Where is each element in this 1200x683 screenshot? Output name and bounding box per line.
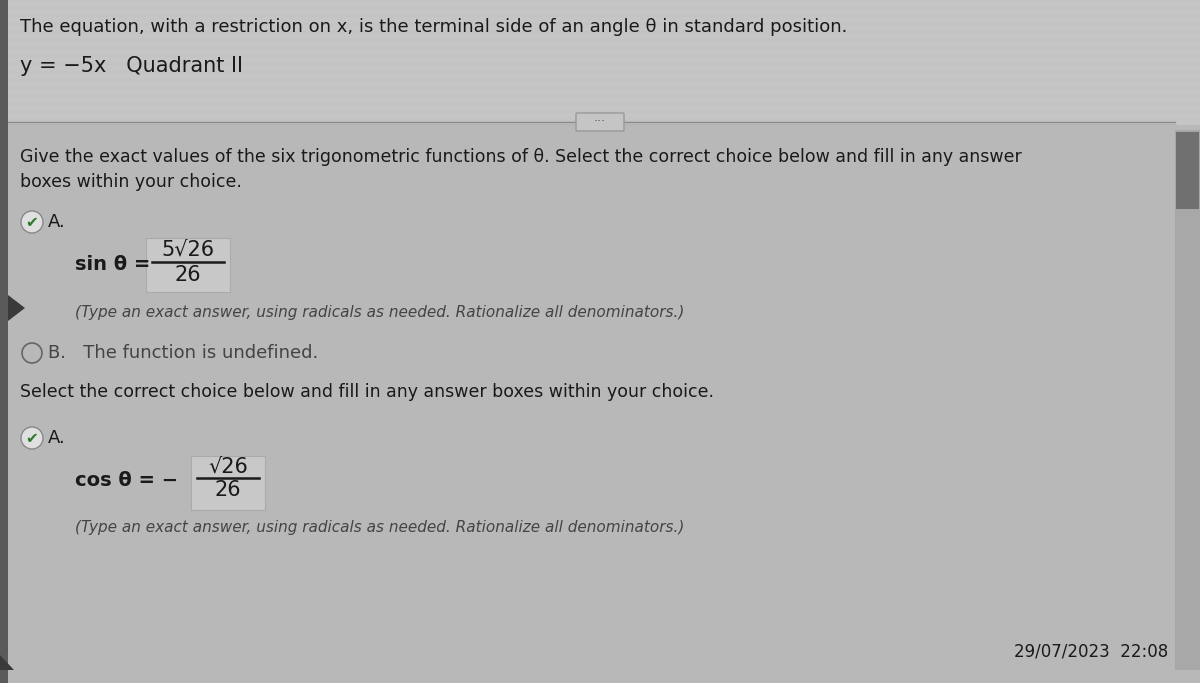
Polygon shape — [0, 665, 8, 683]
Text: A.: A. — [48, 429, 66, 447]
Polygon shape — [8, 295, 25, 321]
FancyBboxPatch shape — [146, 238, 230, 292]
Text: boxes within your choice.: boxes within your choice. — [20, 173, 242, 191]
Circle shape — [22, 427, 43, 449]
Circle shape — [22, 211, 43, 233]
FancyBboxPatch shape — [191, 456, 265, 510]
Text: Select the correct choice below and fill in any answer boxes within your choice.: Select the correct choice below and fill… — [20, 383, 714, 401]
Text: ✔: ✔ — [25, 214, 38, 229]
Text: (Type an exact answer, using radicals as needed. Rationalize all denominators.): (Type an exact answer, using radicals as… — [74, 520, 684, 535]
Text: cos θ = −: cos θ = − — [74, 471, 178, 490]
Text: B.   The function is undefined.: B. The function is undefined. — [48, 344, 318, 362]
Polygon shape — [0, 655, 14, 670]
Text: 26: 26 — [215, 480, 241, 500]
Text: y = −5x   Quadrant II: y = −5x Quadrant II — [20, 56, 242, 76]
Text: 29/07/2023  22:08: 29/07/2023 22:08 — [1014, 642, 1168, 660]
Text: √26: √26 — [208, 457, 248, 477]
FancyBboxPatch shape — [1176, 132, 1199, 209]
Text: 5√26: 5√26 — [162, 240, 215, 260]
Text: ···: ··· — [594, 115, 606, 128]
Text: sin θ =: sin θ = — [74, 255, 150, 273]
FancyBboxPatch shape — [1175, 130, 1200, 670]
Text: A.: A. — [48, 213, 66, 231]
Text: (Type an exact answer, using radicals as needed. Rationalize all denominators.): (Type an exact answer, using radicals as… — [74, 305, 684, 320]
Text: The equation, with a restriction on x, is the terminal side of an angle θ in sta: The equation, with a restriction on x, i… — [20, 18, 847, 36]
Text: 26: 26 — [175, 265, 202, 285]
FancyBboxPatch shape — [0, 0, 1200, 125]
FancyBboxPatch shape — [0, 0, 8, 683]
FancyBboxPatch shape — [576, 113, 624, 131]
Text: ✔: ✔ — [25, 430, 38, 445]
Text: Give the exact values of the six trigonometric functions of θ. Select the correc: Give the exact values of the six trigono… — [20, 148, 1021, 166]
